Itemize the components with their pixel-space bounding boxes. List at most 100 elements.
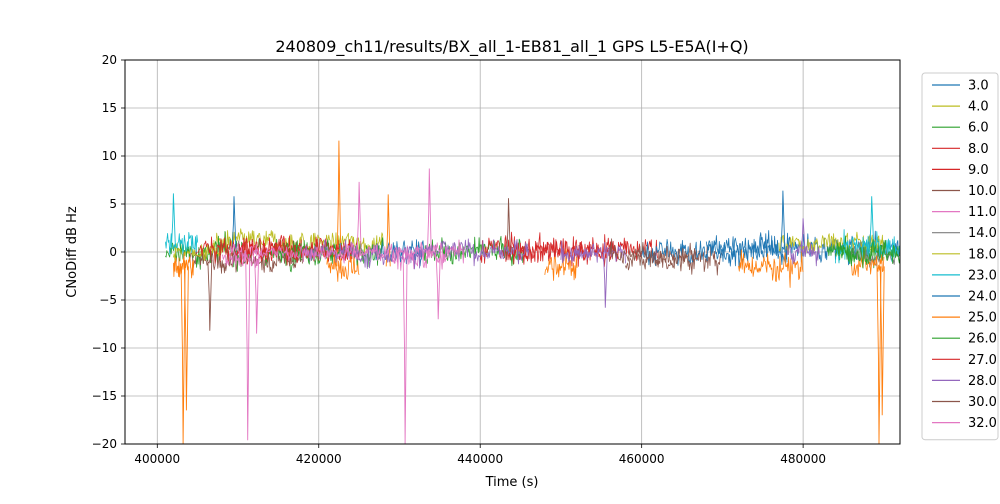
legend-item: 32.0 bbox=[932, 416, 997, 431]
series-24-0 bbox=[231, 190, 788, 269]
y-tick-label: −5 bbox=[99, 293, 117, 307]
series-spike bbox=[869, 196, 875, 248]
legend-label: 4.0 bbox=[968, 100, 989, 115]
legend-item: 27.0 bbox=[932, 353, 997, 368]
y-tick-label: −20 bbox=[92, 437, 117, 451]
series-spike bbox=[180, 266, 186, 444]
series-spike bbox=[207, 259, 213, 331]
legend-item: 23.0 bbox=[932, 268, 997, 283]
legend-label: 23.0 bbox=[968, 268, 997, 283]
legend-label: 30.0 bbox=[968, 395, 997, 410]
legend-label: 9.0 bbox=[968, 163, 989, 178]
series-23-0 bbox=[165, 193, 900, 264]
series-spike bbox=[602, 251, 608, 308]
y-tick-label: −10 bbox=[92, 341, 117, 355]
chart-title: 240809_ch11/results/BX_all_1-EB81_all_1 … bbox=[275, 37, 748, 57]
series-line bbox=[173, 251, 194, 279]
legend-item: 26.0 bbox=[932, 332, 997, 347]
series-line bbox=[504, 237, 618, 268]
y-axis-label: CNoDiff dB Hz bbox=[65, 206, 80, 298]
series-spike bbox=[336, 140, 342, 267]
legend-label: 14.0 bbox=[968, 226, 997, 241]
series-spike bbox=[800, 218, 806, 253]
legend-item: 11.0 bbox=[932, 205, 997, 220]
series-spike bbox=[402, 251, 408, 444]
x-tick-label: 480000 bbox=[780, 452, 826, 466]
series-spike bbox=[170, 193, 176, 248]
series-line bbox=[560, 240, 626, 264]
series-spike bbox=[183, 266, 189, 411]
tick-layer: 400000 420000 440000 460000 480000 −20 −15 −10 −… bbox=[92, 53, 826, 466]
series-spike bbox=[356, 181, 362, 253]
legend: 3.0 4.0 6.0 8.0 9.0 10.0 11.0 14.0 18.0 23.0 24.0 2… bbox=[921, 72, 999, 441]
legend-item: 28.0 bbox=[932, 374, 997, 389]
x-axis-label: Time (s) bbox=[485, 475, 539, 490]
y-tick-label: 0 bbox=[109, 245, 117, 259]
legend-item: 24.0 bbox=[932, 290, 997, 305]
legend-label: 32.0 bbox=[968, 416, 997, 431]
y-tick-label: 20 bbox=[102, 53, 117, 67]
series-spike bbox=[879, 266, 885, 416]
series-line bbox=[165, 231, 199, 259]
series-spike bbox=[231, 196, 237, 253]
legend-label: 18.0 bbox=[968, 247, 997, 262]
legend-box bbox=[921, 72, 999, 441]
x-tick-label: 400000 bbox=[134, 452, 180, 466]
legend-item: 10.0 bbox=[932, 184, 997, 199]
legend-label: 3.0 bbox=[968, 79, 989, 94]
x-tick-label: 440000 bbox=[457, 452, 503, 466]
series-spike bbox=[385, 194, 391, 267]
series-11-0 bbox=[221, 168, 449, 441]
legend-label: 27.0 bbox=[968, 353, 997, 368]
series-line bbox=[229, 239, 465, 264]
series-spike bbox=[435, 256, 441, 320]
legend-label: 8.0 bbox=[968, 142, 989, 157]
series-spike bbox=[254, 256, 260, 334]
series-line bbox=[479, 231, 659, 267]
series-spike bbox=[506, 198, 511, 260]
y-tick-label: −15 bbox=[92, 389, 117, 403]
legend-label: 28.0 bbox=[968, 374, 997, 389]
series-line bbox=[326, 253, 360, 282]
y-tick-label: 15 bbox=[102, 101, 117, 115]
y-tick-label: 10 bbox=[102, 149, 117, 163]
legend-item: 30.0 bbox=[932, 395, 997, 410]
series-line bbox=[544, 248, 578, 281]
series-spike bbox=[780, 190, 786, 253]
series-32-0 bbox=[229, 181, 465, 444]
series-layer bbox=[165, 140, 900, 444]
series-line bbox=[609, 238, 699, 269]
legend-item: 3.0 bbox=[932, 79, 989, 94]
legend-item: 6.0 bbox=[932, 121, 989, 136]
series-line bbox=[786, 240, 820, 267]
series-30-0 bbox=[609, 238, 699, 269]
legend-item: 25.0 bbox=[932, 311, 997, 326]
legend-label: 24.0 bbox=[968, 290, 997, 305]
series-9-0 bbox=[504, 237, 618, 268]
series-28-0 bbox=[302, 218, 820, 308]
legend-item: 14.0 bbox=[932, 226, 997, 241]
series-spike bbox=[426, 168, 432, 257]
series-line bbox=[835, 238, 900, 269]
legend-item: 8.0 bbox=[932, 142, 989, 157]
legend-label: 11.0 bbox=[968, 205, 997, 220]
y-tick-label: 5 bbox=[109, 197, 117, 211]
legend-item: 9.0 bbox=[932, 163, 989, 178]
series-line bbox=[835, 229, 900, 264]
x-tick-label: 420000 bbox=[296, 452, 342, 466]
legend-label: 25.0 bbox=[968, 311, 997, 326]
series-line bbox=[221, 247, 263, 268]
series-spike bbox=[245, 256, 251, 441]
x-tick-label: 460000 bbox=[619, 452, 665, 466]
legend-label: 10.0 bbox=[968, 184, 997, 199]
series-spike bbox=[876, 266, 882, 444]
series-line bbox=[641, 235, 788, 269]
legend-item: 18.0 bbox=[932, 247, 997, 262]
legend-label: 26.0 bbox=[968, 332, 997, 347]
legend-item: 4.0 bbox=[932, 100, 989, 115]
series-line bbox=[738, 249, 804, 288]
series-line bbox=[302, 238, 529, 270]
legend-label: 6.0 bbox=[968, 121, 989, 136]
